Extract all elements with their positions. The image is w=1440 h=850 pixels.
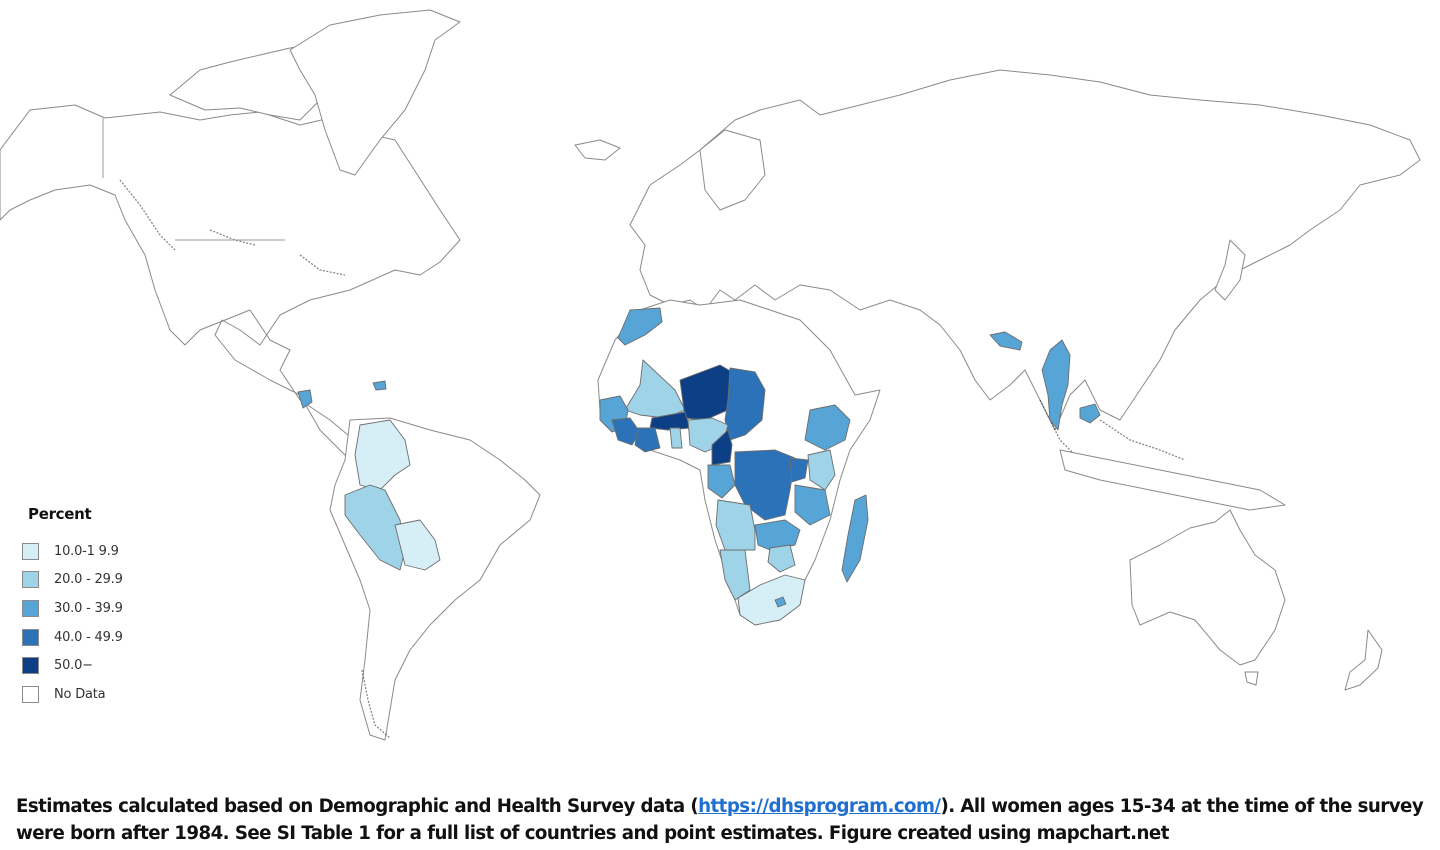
country-cameroon: [711, 429, 733, 466]
country-chad: [724, 367, 766, 441]
country-kenya: [807, 449, 836, 491]
legend-title: Percent: [28, 505, 92, 523]
legend-swatch: [22, 571, 39, 589]
country-cambodia: [1079, 403, 1101, 424]
country-gabon-congo: [707, 464, 736, 499]
scandinavia: [699, 129, 766, 211]
country-angola: [715, 499, 756, 551]
country-dr-congo: [734, 449, 796, 521]
country-colombia: [354, 419, 411, 491]
greenland: [289, 9, 461, 176]
legend-swatch: [22, 542, 39, 560]
country-ethiopia: [804, 404, 851, 451]
legend-item-30-39: 30.0 - 39.9: [22, 594, 172, 623]
country-mali: [624, 359, 686, 419]
country-zimbabwe: [767, 544, 796, 573]
japan: [1214, 239, 1246, 301]
country-zambia-malawi: [754, 519, 801, 551]
legend-label: 50.0−: [54, 658, 93, 674]
country-cote-divoire: [634, 427, 661, 453]
legend-item-no-data: No Data: [22, 680, 172, 709]
country-lesotho: [774, 596, 787, 608]
country-south-africa: [737, 574, 806, 626]
legend-swatch: [22, 599, 39, 617]
legend-label: 20.0 - 29.9: [54, 572, 123, 588]
indonesia-philippines: [1059, 449, 1286, 511]
north-america-coast: [119, 179, 346, 276]
legend-label: 10.0-1 9.9: [54, 543, 119, 559]
country-benin: [669, 427, 683, 449]
figure-caption: Estimates calculated based on Demographi…: [16, 793, 1436, 847]
new-zealand: [1344, 629, 1383, 691]
legend-label: No Data: [54, 686, 106, 702]
country-tanzania: [794, 484, 831, 526]
australia: [1129, 509, 1286, 666]
caption-text-part2: ). All women ages 15-34 at the time of t…: [16, 796, 1424, 844]
country-guatemala: [297, 389, 313, 409]
legend-item-40-49: 40.0 - 49.9: [22, 623, 172, 652]
legend-label: 30.0 - 39.9: [54, 600, 123, 616]
country-haiti: [372, 380, 387, 391]
chile-coast: [361, 669, 391, 739]
world-choropleth-map: [0, 9, 1421, 741]
country-bolivia: [394, 519, 441, 571]
southeast-asia-coast: [1039, 399, 1186, 461]
country-nepal: [989, 331, 1023, 351]
country-myanmar: [1041, 339, 1071, 431]
legend-item-50-plus: 50.0−: [22, 651, 172, 680]
legend-swatch: [22, 685, 39, 703]
caption-text-part1: Estimates calculated based on Demographi…: [16, 796, 699, 817]
country-madagascar: [841, 494, 869, 583]
legend-item-20-29: 20.0 - 29.9: [22, 566, 172, 595]
country-uganda-rwanda: [789, 457, 809, 483]
iceland: [574, 139, 621, 161]
country-namibia: [719, 549, 751, 601]
legend-swatch: [22, 628, 39, 646]
legend-swatch: [22, 657, 39, 675]
eurasia-landmass: [629, 69, 1421, 431]
country-peru: [344, 484, 406, 571]
legend-item-10-19: 10.0-1 9.9: [22, 537, 172, 566]
tasmania: [1244, 671, 1259, 686]
north-america-landmass: [0, 104, 461, 456]
country-morocco: [617, 307, 663, 346]
map-legend: Percent 10.0-1 9.9 20.0 - 29.9 30.0 - 39…: [22, 505, 172, 709]
legend-label: 40.0 - 49.9: [54, 629, 123, 645]
dhs-program-link[interactable]: https://dhsprogram.com/: [698, 796, 941, 817]
